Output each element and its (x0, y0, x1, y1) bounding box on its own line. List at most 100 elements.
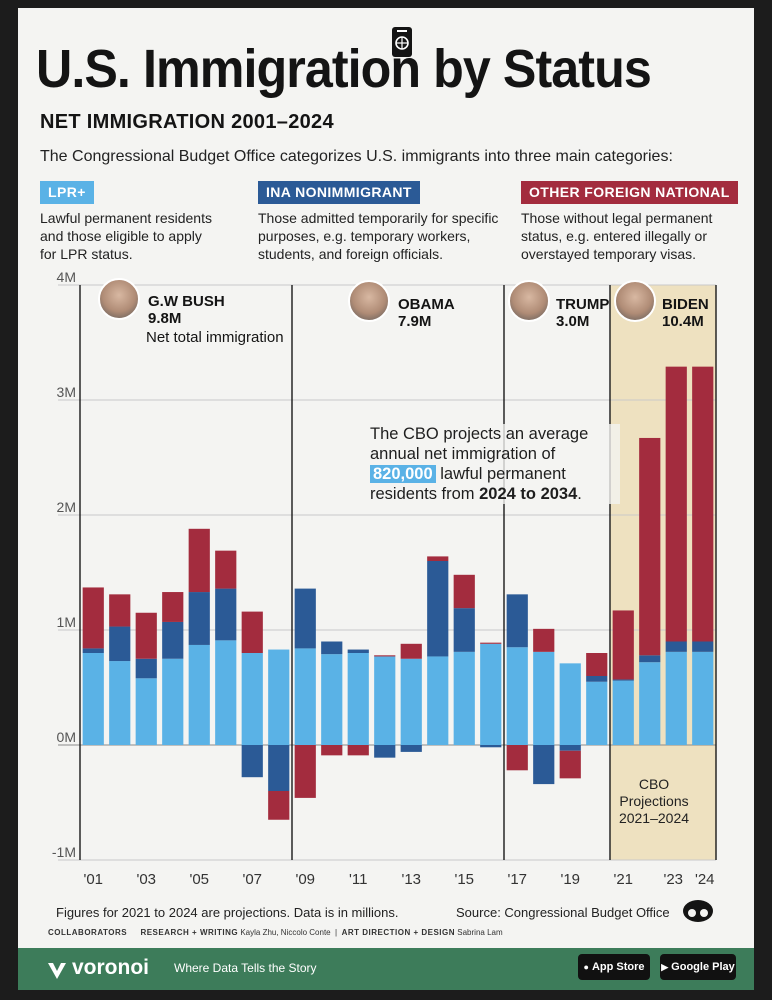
bar-segment-2021-1 (612, 679, 634, 681)
bar-segment-2022-2 (639, 437, 661, 656)
bar-segment-2024-2 (692, 366, 714, 642)
president-label-trump: TRUMP 3.0M (556, 296, 610, 330)
bar-segment-2023-0 (665, 651, 687, 745)
bar-segment-2022-1 (639, 655, 661, 663)
bar-segment-2011-2 (347, 745, 369, 756)
president-label-biden: BIDEN 10.4M (662, 296, 709, 330)
category-description-lpr: Lawful permanent residents and those eli… (40, 210, 212, 262)
y-tick-label: 2M (57, 499, 76, 515)
bar-segment-2010-0 (321, 654, 343, 745)
category-badge-lpr: LPR+ (40, 181, 94, 204)
bar-segment-2018-0 (533, 651, 555, 745)
x-tick-label: '21 (613, 871, 633, 888)
bar-segment-2009-1 (294, 588, 316, 649)
bar-segment-2013-1 (400, 745, 422, 752)
bar-segment-2002-1 (109, 626, 131, 662)
term-dividers (79, 285, 717, 860)
bar-segment-2001-2 (82, 587, 104, 649)
bar-segment-2024-1 (692, 641, 714, 652)
category-description-nonimmigrant: Those admitted temporarily for specific … (258, 210, 499, 262)
bar-segment-2002-0 (109, 661, 131, 745)
bar-segment-2020-2 (586, 653, 608, 676)
bar-segment-2021-2 (612, 610, 634, 680)
source-text: Source: Congressional Budget Office (456, 905, 670, 920)
x-tick-label: '03 (136, 871, 156, 888)
bar-segment-2005-2 (188, 528, 210, 593)
bar-segment-2012-0 (374, 656, 396, 745)
voronoi-logo-icon (48, 963, 66, 979)
x-tick-label: '01 (83, 871, 103, 888)
passport-icon (392, 27, 412, 57)
bar-segment-2006-1 (215, 588, 237, 641)
y-tick-label: 4M (57, 269, 76, 285)
bar-segment-2011-1 (347, 649, 369, 653)
bar-segment-2014-2 (427, 556, 449, 561)
bar-segment-2013-0 (400, 658, 422, 745)
y-tick-label: 1M (57, 614, 76, 630)
bar-segment-2020-1 (586, 676, 608, 682)
x-tick-label: '09 (295, 871, 315, 888)
x-tick-label: '07 (242, 871, 262, 888)
avatar-trump (508, 280, 550, 322)
bar-segment-2019-0 (559, 663, 581, 745)
bar-segment-2023-1 (665, 641, 687, 652)
bar-segment-2007-0 (241, 653, 263, 745)
cbo-projections-label: CBO Projections 2021–2024 (618, 776, 690, 826)
x-tick-label: '13 (401, 871, 421, 888)
infographic: 4M 3M 2M 1M 0M -1M '01 '03 '05 '07 '09 '11 '13 '15 '1… (18, 8, 754, 990)
x-tick-label: '11 (349, 871, 367, 888)
bar-segment-2005-1 (188, 592, 210, 645)
x-tick-label: '19 (560, 871, 580, 888)
category-badge-nonimmigrant: INA NONIMMIGRANT (258, 181, 420, 204)
avatar-obama (348, 280, 390, 322)
y-tick-label: 0M (57, 729, 76, 745)
chart: 4M 3M 2M 1M 0M -1M '01 '03 '05 '07 '09 '11 '13 '15 '1… (52, 269, 717, 888)
apple-icon: ● (583, 962, 589, 972)
intro-text: The Congressional Budget Office categori… (40, 148, 673, 165)
cbo-highlight-value: 820,000 (370, 465, 436, 483)
footnote: Figures for 2021 to 2024 are projections… (56, 905, 399, 920)
president-label-obama: OBAMA 7.9M (398, 296, 455, 330)
google-play-button[interactable]: ▶ Google Play (660, 954, 736, 980)
bar-segment-2010-1 (321, 641, 343, 655)
bar-segment-2020-0 (586, 681, 608, 745)
bar-segment-2015-0 (453, 651, 475, 745)
bar-segment-2007-2 (241, 611, 263, 653)
bar-segment-2019-2 (559, 750, 581, 779)
bar-segment-2024-0 (692, 651, 714, 745)
y-axis-ticks: 4M 3M 2M 1M 0M -1M (52, 269, 76, 860)
app-store-button[interactable]: ● App Store (578, 954, 650, 980)
x-axis-ticks: '01 '03 '05 '07 '09 '11 '13 '15 '17 '19 '21 '23 '24 (83, 871, 714, 888)
bar-segment-2016-0 (480, 643, 502, 745)
bar-segment-2005-0 (188, 644, 210, 745)
bar-segment-2015-2 (453, 574, 475, 609)
bar-segment-2017-0 (506, 647, 528, 745)
bar-segment-2001-0 (82, 653, 104, 745)
category-badge-other-foreign: OTHER FOREIGN NATIONAL (521, 181, 738, 204)
bar-segment-2022-0 (639, 662, 661, 745)
credits-line: COLLABORATORS RESEARCH + WRITING Kayla Z… (48, 928, 503, 937)
president-label-bush: G.W BUSH 9.8M (148, 293, 225, 327)
bar-segment-2013-2 (400, 643, 422, 659)
brand-tagline: Where Data Tells the Story (174, 961, 317, 975)
avatar-biden (614, 280, 656, 322)
net-total-label: Net total immigration (146, 329, 284, 346)
x-tick-label: '24 (695, 871, 715, 888)
brand-name: voronoi (72, 956, 149, 979)
bar-segment-2018-1 (533, 745, 555, 785)
bar-segment-2017-2 (506, 745, 528, 771)
bar-segment-2017-1 (506, 594, 528, 648)
avatar-bush (98, 278, 140, 320)
bar-segment-2006-0 (215, 640, 237, 745)
bar-segment-2007-1 (241, 745, 263, 778)
bar-segment-2014-0 (427, 656, 449, 745)
bar-segment-2008-0 (268, 649, 290, 745)
bar-segment-2008-2 (268, 791, 290, 820)
bar-segment-2003-0 (135, 678, 157, 745)
y-tick-label: -1M (52, 844, 76, 860)
bars (82, 366, 714, 820)
x-tick-label: '15 (454, 871, 474, 888)
bar-segment-2012-1 (374, 745, 396, 758)
play-icon: ▶ (661, 962, 669, 972)
x-tick-label: '17 (507, 871, 527, 888)
